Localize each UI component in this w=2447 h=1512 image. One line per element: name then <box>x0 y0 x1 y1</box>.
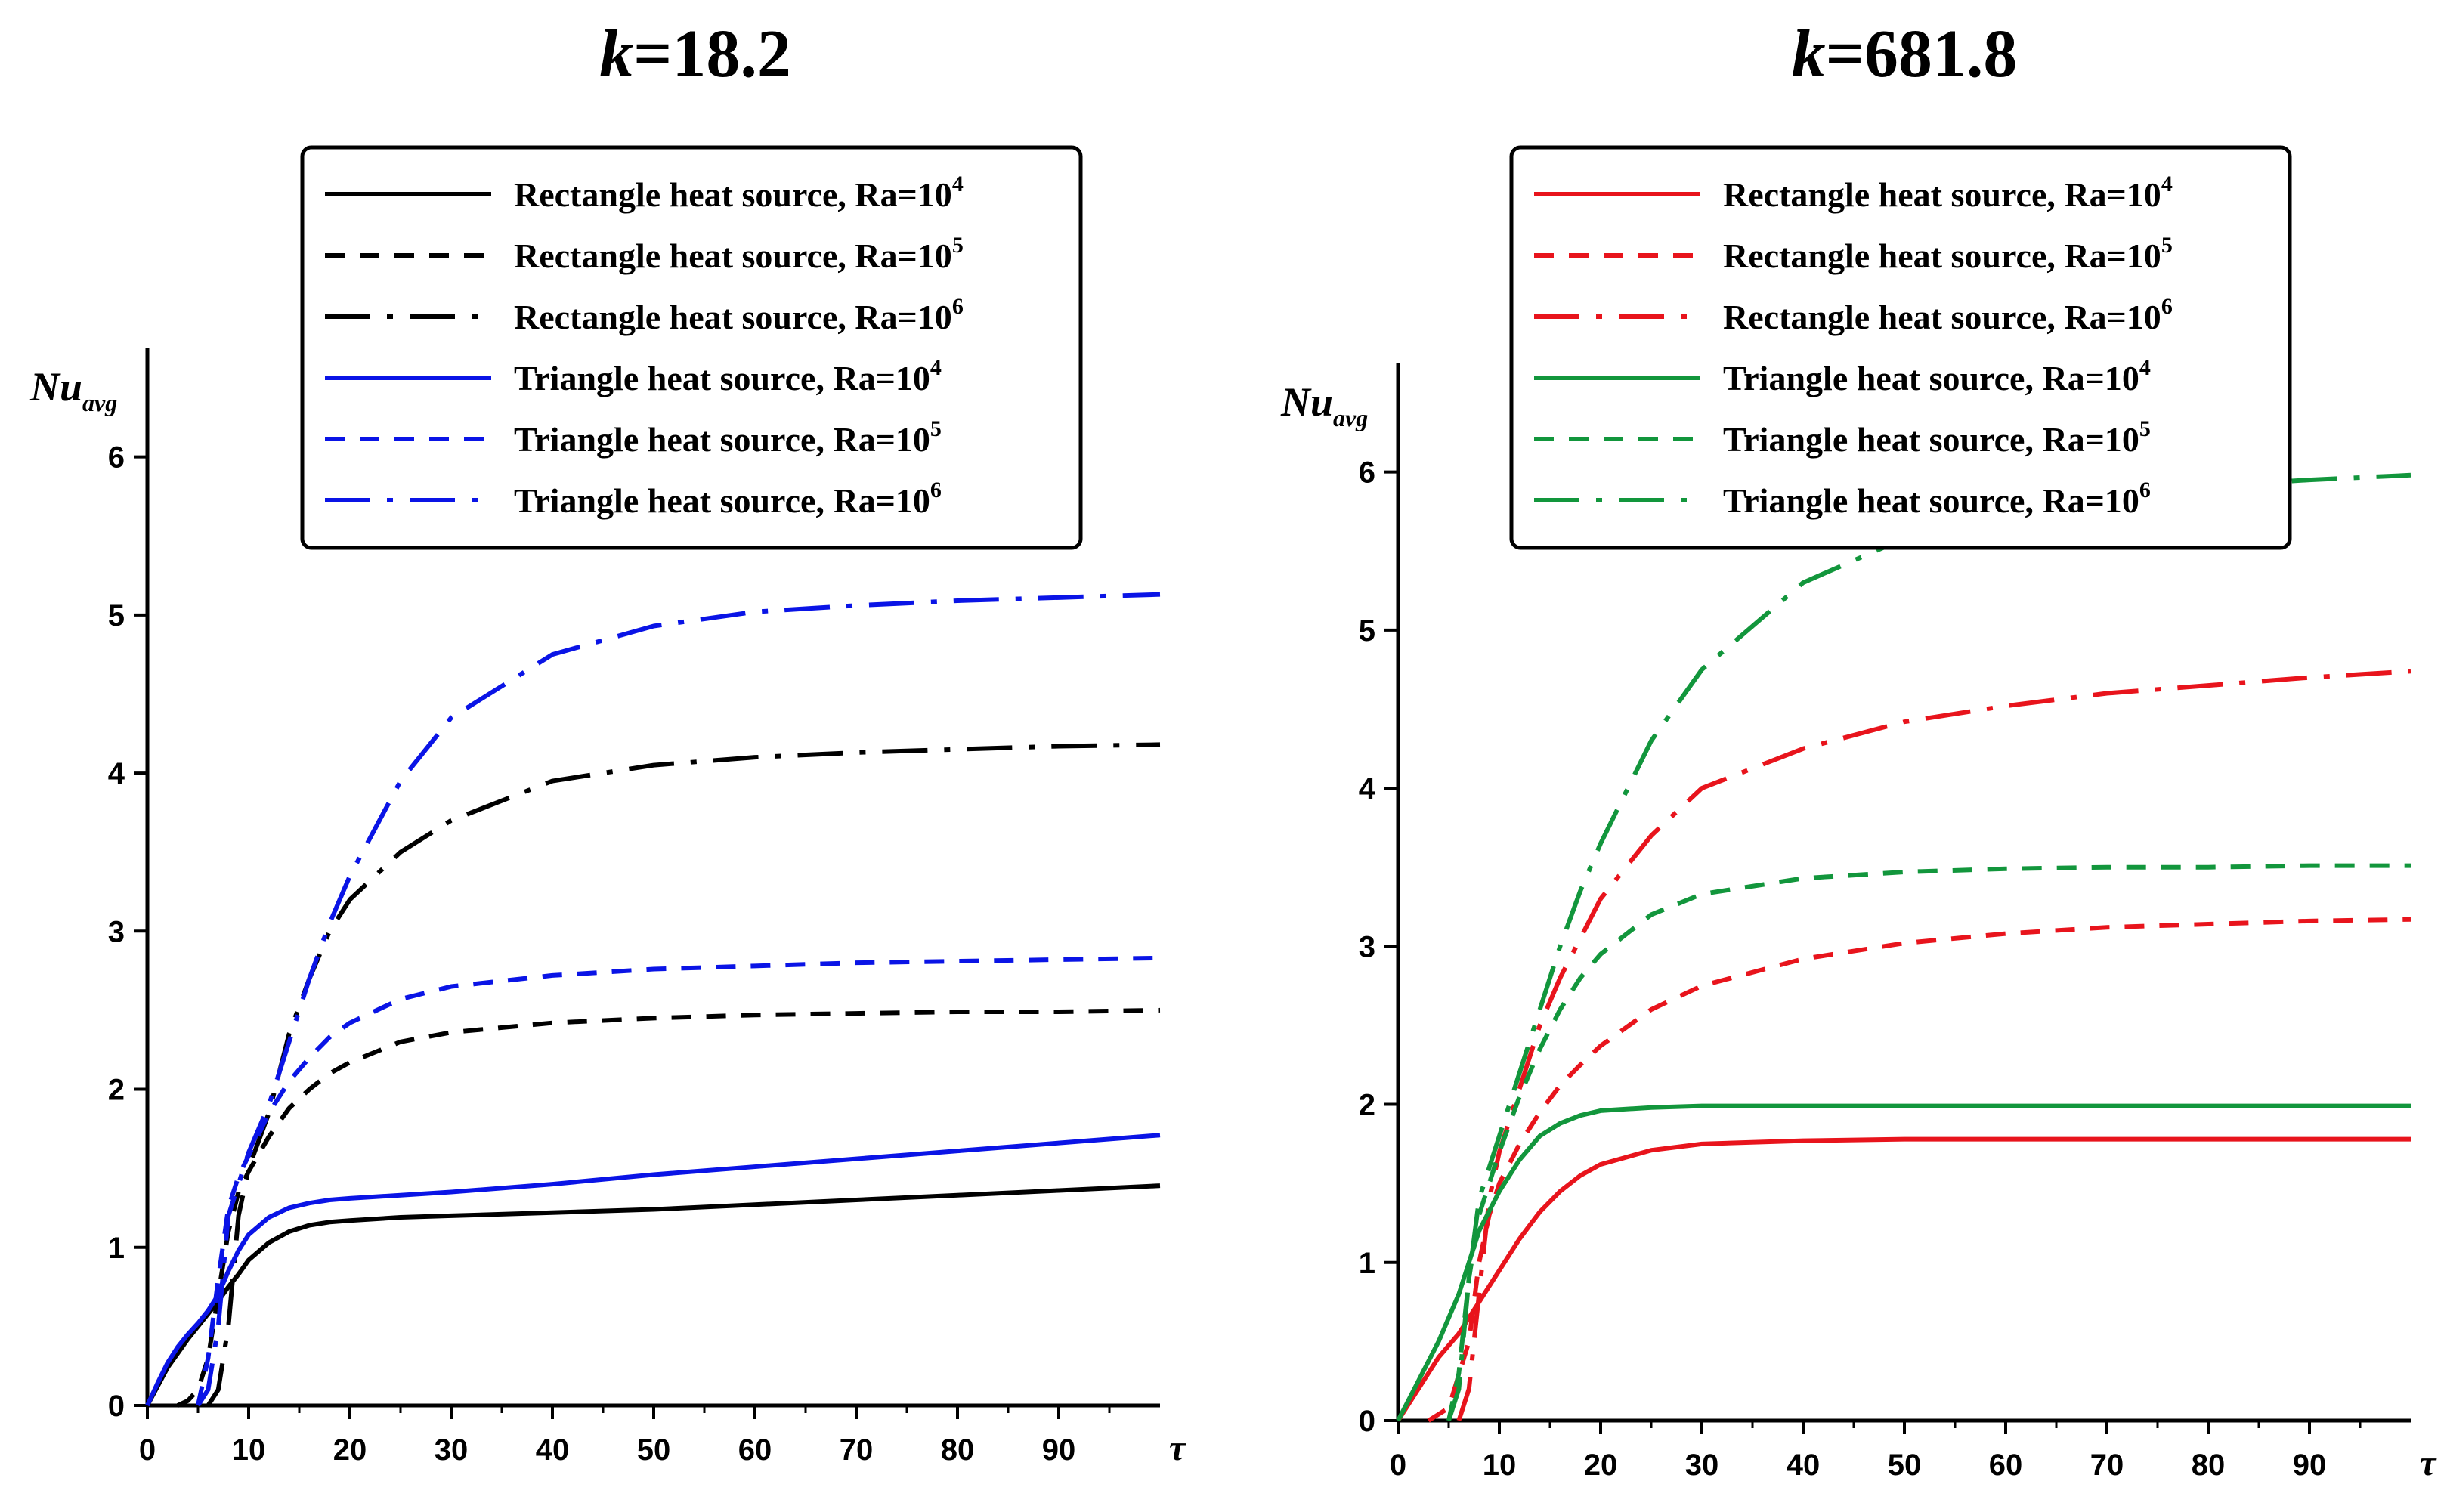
x-tick-label: 60 <box>1989 1449 2023 1482</box>
x-axis-label: τ <box>1169 1428 1186 1468</box>
y-axis-label: Nuavg <box>29 364 117 416</box>
legend-label-1: Rectangle heat source, Ra=104 <box>1723 172 2173 214</box>
x-tick-label: 90 <box>2293 1449 2327 1482</box>
x-tick-label: 0 <box>1390 1449 1406 1482</box>
x-tick-label: 10 <box>232 1433 266 1467</box>
legend-label-2: Rectangle heat source, Ra=105 <box>1723 233 2173 275</box>
x-tick-label: 0 <box>139 1433 156 1467</box>
y-tick-label: 6 <box>108 441 125 475</box>
y-axis-label: Nuavg <box>1280 379 1368 431</box>
y-tick-label: 1 <box>108 1232 125 1265</box>
x-tick-label: 70 <box>840 1433 874 1467</box>
legend-label-3: Rectangle heat source, Ra=106 <box>514 294 964 336</box>
series-line-4 <box>145 1133 1161 1407</box>
right-title-value: =681.8 <box>1825 17 2018 91</box>
x-tick-label: 90 <box>1042 1433 1076 1467</box>
series-line-1 <box>145 1183 1161 1407</box>
x-tick-label: 30 <box>435 1433 469 1467</box>
series-line-3 <box>206 742 1161 1407</box>
legend-label-6: Triangle heat source, Ra=106 <box>514 478 942 520</box>
series-line-6 <box>1446 472 2411 1421</box>
left-title-value: =18.2 <box>633 17 791 91</box>
legend-label-1: Rectangle heat source, Ra=104 <box>514 172 964 214</box>
legend-box <box>1509 145 2292 550</box>
right-chart-title: k=681.8 <box>1640 15 2169 93</box>
x-tick-label: 20 <box>333 1433 367 1467</box>
series-line-2 <box>176 1007 1161 1408</box>
y-tick-label: 2 <box>108 1074 125 1107</box>
series-line-5 <box>196 955 1161 1406</box>
legend-label-4: Triangle heat source, Ra=104 <box>1723 355 2151 397</box>
x-tick-label: 50 <box>637 1433 671 1467</box>
series-line-4 <box>1396 1103 2411 1422</box>
x-tick-label: 80 <box>2192 1449 2226 1482</box>
y-tick-label: 3 <box>108 915 125 948</box>
legend-label-6: Triangle heat source, Ra=106 <box>1723 478 2151 520</box>
legend-label-2: Rectangle heat source, Ra=105 <box>514 233 964 275</box>
legend-label-4: Triangle heat source, Ra=104 <box>514 355 942 397</box>
legend-box <box>300 145 1083 550</box>
x-tick-label: 10 <box>1483 1449 1517 1482</box>
x-tick-label: 20 <box>1584 1449 1618 1482</box>
y-tick-label: 6 <box>1359 456 1375 490</box>
x-axis-label: τ <box>2420 1443 2437 1483</box>
y-tick-label: 5 <box>1359 614 1375 648</box>
left-chart-title: k=18.2 <box>431 15 960 93</box>
series-line-5 <box>1446 863 2411 1421</box>
y-tick-label: 0 <box>108 1390 125 1423</box>
legend-label-3: Rectangle heat source, Ra=106 <box>1723 294 2173 336</box>
legend-label-5: Triangle heat source, Ra=105 <box>1723 416 2151 459</box>
x-tick-label: 70 <box>2090 1449 2124 1482</box>
x-tick-label: 30 <box>1685 1449 1719 1482</box>
x-tick-label: 60 <box>738 1433 772 1467</box>
y-tick-label: 4 <box>108 757 125 790</box>
y-tick-label: 3 <box>1359 930 1375 963</box>
x-tick-label: 50 <box>1888 1449 1922 1482</box>
left-title-k: k <box>599 17 634 91</box>
y-tick-label: 0 <box>1359 1405 1375 1438</box>
series-line-3 <box>1456 669 2411 1421</box>
y-tick-label: 1 <box>1359 1247 1375 1280</box>
y-tick-label: 4 <box>1359 772 1376 805</box>
y-tick-label: 5 <box>108 599 125 632</box>
series-line-1 <box>1396 1136 2411 1422</box>
series-line-6 <box>196 592 1161 1407</box>
x-tick-label: 40 <box>1787 1449 1821 1482</box>
x-tick-label: 80 <box>941 1433 975 1467</box>
x-tick-label: 40 <box>536 1433 570 1467</box>
series-line-2 <box>1427 917 2411 1423</box>
right-title-k: k <box>1791 17 1826 91</box>
legend-label-5: Triangle heat source, Ra=105 <box>514 416 942 459</box>
y-tick-label: 2 <box>1359 1089 1375 1122</box>
